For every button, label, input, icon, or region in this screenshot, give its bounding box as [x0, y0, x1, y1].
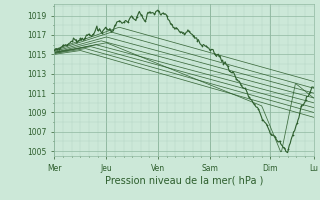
X-axis label: Pression niveau de la mer( hPa ): Pression niveau de la mer( hPa ): [105, 175, 263, 185]
